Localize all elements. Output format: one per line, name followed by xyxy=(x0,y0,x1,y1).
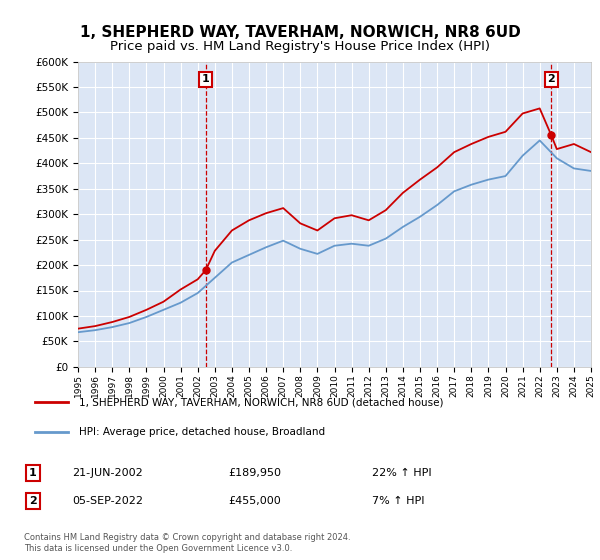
Text: Contains HM Land Registry data © Crown copyright and database right 2024.
This d: Contains HM Land Registry data © Crown c… xyxy=(24,533,350,553)
Text: £189,950: £189,950 xyxy=(228,468,281,478)
Text: 1: 1 xyxy=(29,468,37,478)
Text: 1, SHEPHERD WAY, TAVERHAM, NORWICH, NR8 6UD (detached house): 1, SHEPHERD WAY, TAVERHAM, NORWICH, NR8 … xyxy=(79,398,444,408)
Text: Price paid vs. HM Land Registry's House Price Index (HPI): Price paid vs. HM Land Registry's House … xyxy=(110,40,490,53)
Text: 22% ↑ HPI: 22% ↑ HPI xyxy=(372,468,431,478)
Text: 21-JUN-2002: 21-JUN-2002 xyxy=(72,468,143,478)
Text: HPI: Average price, detached house, Broadland: HPI: Average price, detached house, Broa… xyxy=(79,427,325,437)
Text: 05-SEP-2022: 05-SEP-2022 xyxy=(72,496,143,506)
Text: 2: 2 xyxy=(29,496,37,506)
Text: 7% ↑ HPI: 7% ↑ HPI xyxy=(372,496,425,506)
Text: 1: 1 xyxy=(202,74,209,85)
Text: £455,000: £455,000 xyxy=(228,496,281,506)
Text: 2: 2 xyxy=(547,74,555,85)
Text: 1, SHEPHERD WAY, TAVERHAM, NORWICH, NR8 6UD: 1, SHEPHERD WAY, TAVERHAM, NORWICH, NR8 … xyxy=(80,25,520,40)
